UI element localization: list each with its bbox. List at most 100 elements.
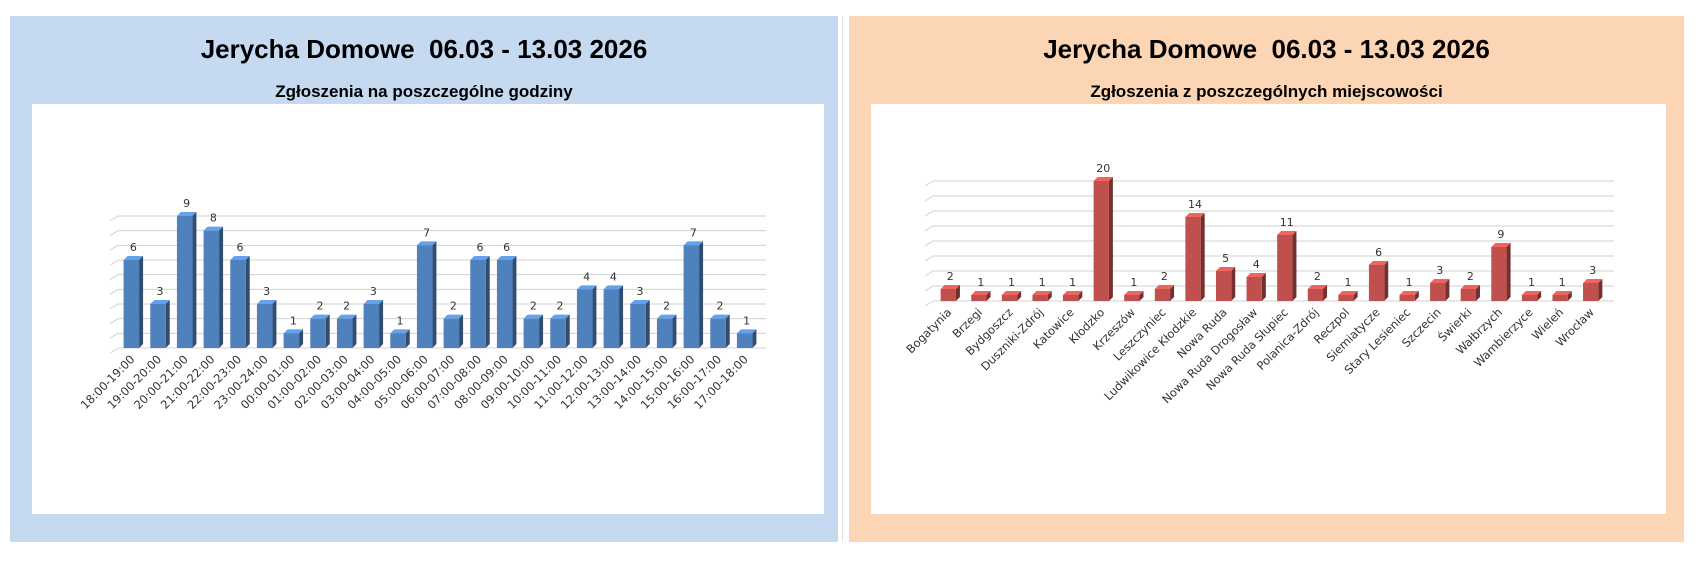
hourly-bar-side xyxy=(752,329,757,348)
locations-bar-face xyxy=(1338,295,1354,301)
locations-bar-face xyxy=(1246,277,1262,301)
hourly-bar-top xyxy=(576,285,597,290)
locations-bar-side xyxy=(1475,285,1480,301)
hourly-bar-side xyxy=(725,314,730,348)
hourly-gridline-edge xyxy=(109,303,119,310)
hourly-data-label: 9 xyxy=(183,197,190,210)
locations-bar-face xyxy=(1063,295,1079,301)
hourly-bar xyxy=(603,285,624,348)
locations-data-label: 1 xyxy=(1130,276,1137,289)
hourly-bar-top xyxy=(230,256,250,260)
hourly-bar-top xyxy=(496,256,517,260)
hourly-data-label: 2 xyxy=(450,300,457,313)
hourly-data-label: 2 xyxy=(343,300,350,313)
locations-chart-subtitle: Zgłoszenia z poszczególnych miejscowości xyxy=(1090,82,1443,101)
locations-bar-top xyxy=(1460,285,1480,289)
locations-bar-chart: 2Bogatynia1Brzegi1Bydgoszcz1Duszniki-Zdr… xyxy=(903,162,1614,406)
hourly-bar-face xyxy=(363,304,380,348)
hourly-bar-face xyxy=(470,260,486,348)
hourly-bar-side xyxy=(219,226,224,348)
hourly-data-label: 6 xyxy=(477,241,484,254)
hourly-bar xyxy=(630,300,650,348)
locations-data-label: 3 xyxy=(1436,264,1443,277)
locations-bar-top xyxy=(1430,279,1450,283)
locations-data-label: 2 xyxy=(947,270,954,283)
locations-data-label: 6 xyxy=(1375,246,1382,259)
hourly-bar-top xyxy=(683,241,704,246)
locations-bar xyxy=(1460,285,1480,301)
locations-bar xyxy=(1032,291,1052,301)
locations-bar-face xyxy=(1521,295,1538,301)
hourly-bar-side xyxy=(432,241,437,348)
hourly-bar xyxy=(416,241,437,348)
locations-bar-top xyxy=(1583,279,1603,283)
locations-bar-face xyxy=(1368,265,1385,301)
locations-data-label: 11 xyxy=(1280,216,1294,229)
hourly-data-label: 2 xyxy=(663,300,670,313)
locations-bar-side xyxy=(1292,231,1297,301)
hourly-data-label: 3 xyxy=(263,285,270,298)
hourly-bar-side xyxy=(192,212,197,348)
locations-bar-face xyxy=(1185,217,1201,301)
locations-bar-side xyxy=(986,291,991,301)
hourly-bar xyxy=(710,314,730,348)
hourly-data-label: 6 xyxy=(237,241,244,254)
locations-gridline-edge xyxy=(924,240,934,247)
locations-bar-top xyxy=(1154,285,1175,289)
locations-data-label: 1 xyxy=(1406,276,1413,289)
locations-gridline-edge xyxy=(924,225,934,232)
hourly-bar-face xyxy=(683,245,700,348)
hourly-bar-side xyxy=(485,256,490,348)
hourly-bar-face xyxy=(576,289,593,348)
hourly-data-label: 2 xyxy=(530,300,537,313)
hourly-bar xyxy=(363,300,384,348)
locations-bar xyxy=(1185,213,1205,301)
locations-bar-top xyxy=(1215,267,1236,271)
locations-bar-side xyxy=(1139,291,1144,301)
locations-bar xyxy=(1399,291,1419,301)
locations-data-label: 1 xyxy=(1528,276,1535,289)
locations-gridline-edge xyxy=(924,285,934,292)
locations-bar-top xyxy=(1277,231,1297,235)
hourly-bar-side xyxy=(565,314,570,348)
hourly-bar-face xyxy=(416,245,433,348)
locations-bar xyxy=(1338,291,1358,301)
hourly-bar-face xyxy=(283,333,300,348)
hourly-chart-subtitle: Zgłoszenia na poszczególne godziny xyxy=(275,82,573,101)
hourly-bar-face xyxy=(523,318,540,348)
hourly-bar-face xyxy=(230,260,246,348)
hourly-bar xyxy=(230,256,250,348)
locations-bar-side xyxy=(1353,291,1358,301)
hourly-gridline-edge xyxy=(109,244,119,251)
locations-data-label: 2 xyxy=(1467,270,1474,283)
locations-bar-face xyxy=(1154,289,1171,301)
panel-divider xyxy=(842,16,843,542)
locations-bar-face xyxy=(1430,283,1446,301)
hourly-data-label: 1 xyxy=(397,314,404,327)
locations-bar-side xyxy=(1414,291,1419,301)
hourly-bar-top xyxy=(736,329,757,334)
hourly-gridline-edge xyxy=(109,259,119,266)
hourly-data-label: 4 xyxy=(583,270,590,283)
hourly-bar-face xyxy=(150,304,166,348)
hourly-bar-side xyxy=(165,300,170,348)
locations-bar-side xyxy=(1445,279,1450,301)
hourly-bar-side xyxy=(459,314,464,348)
hourly-bar-top xyxy=(203,226,224,231)
hourly-data-label: 7 xyxy=(423,226,430,239)
locations-bar-top xyxy=(1185,213,1205,217)
locations-bar-side xyxy=(1506,243,1511,301)
locations-data-label: 2 xyxy=(1314,270,1321,283)
hourly-bar xyxy=(310,314,330,348)
locations-bar xyxy=(1521,291,1542,301)
hourly-bar-top xyxy=(656,314,677,319)
locations-bar-face xyxy=(940,289,956,301)
hourly-bar-side xyxy=(592,285,597,348)
locations-chart-panel: Jerycha Domowe 06.03 - 13.03 2026 Zgłosz… xyxy=(849,16,1684,542)
hourly-bar-side xyxy=(645,300,650,348)
locations-bar-top xyxy=(1307,285,1328,289)
hourly-bar-face xyxy=(336,318,353,348)
locations-data-label: 4 xyxy=(1253,258,1260,271)
hourly-bar-top xyxy=(336,314,357,319)
locations-bar-top xyxy=(1368,261,1389,265)
